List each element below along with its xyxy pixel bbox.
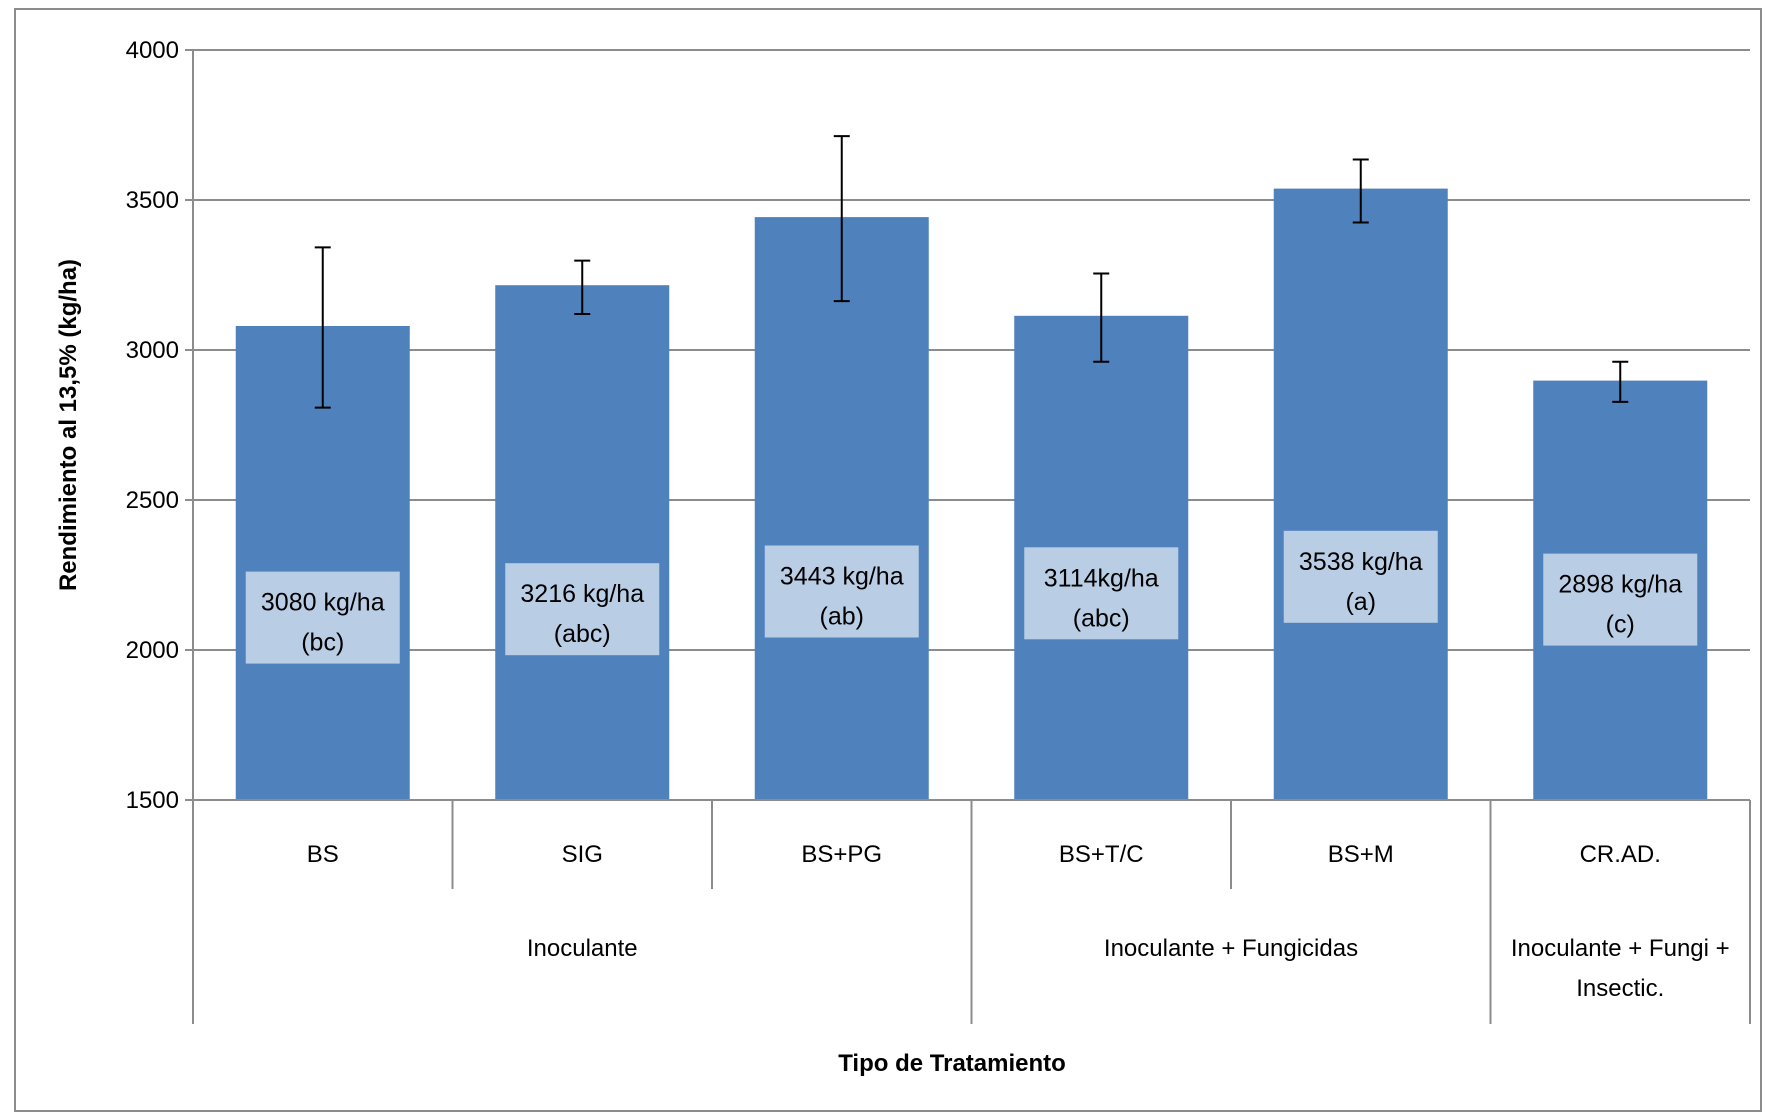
data-label-box bbox=[245, 571, 400, 664]
y-tick-labels: 1500 2000 2500 3000 3500 4000 bbox=[126, 37, 179, 814]
y-tick-label: 3000 bbox=[126, 337, 179, 364]
data-label-box bbox=[505, 563, 660, 656]
data-label-letter: (bc) bbox=[301, 629, 344, 657]
data-label-value: 3443 kg/ha bbox=[780, 563, 904, 591]
x-tick-label: SIG bbox=[562, 841, 603, 868]
x-tick-labels: BS SIG BS+PG BS+T/C BS+M CR.AD. Inoculante Inoc… bbox=[307, 841, 1730, 1002]
data-label-value: 3114kg/ha bbox=[1044, 564, 1159, 592]
data-label-letter: (ab) bbox=[820, 603, 864, 631]
y-tick-label: 3500 bbox=[126, 187, 179, 214]
data-label-value: 3080 kg/ha bbox=[261, 589, 385, 617]
data-label-value: 3538 kg/ha bbox=[1299, 548, 1423, 576]
data-label-value: 2898 kg/ha bbox=[1558, 571, 1682, 599]
x-tick-label: BS+T/C bbox=[1059, 841, 1144, 868]
data-label-box bbox=[1283, 530, 1438, 623]
x-tick-label: CR.AD. bbox=[1580, 841, 1661, 868]
x-tick-label: BS+M bbox=[1328, 841, 1394, 868]
axes bbox=[185, 49, 1751, 1024]
data-labels: 3080 kg/ha (bc) 3216 kg/ha (abc) 3443 kg/ha (… bbox=[245, 530, 1698, 664]
y-tick-label: 4000 bbox=[126, 37, 179, 64]
x-tick-label: BS+PG bbox=[801, 841, 882, 868]
data-label-letter: (abc) bbox=[554, 620, 611, 648]
data-label-letter: (c) bbox=[1606, 611, 1635, 639]
data-label-letter: (abc) bbox=[1073, 604, 1130, 632]
group-label: Inoculante bbox=[527, 935, 638, 962]
x-axis-title: Tipo de Tratamiento bbox=[838, 1050, 1066, 1077]
error-bars bbox=[314, 135, 1629, 409]
group-label: Inoculante + Fungicidas bbox=[1104, 935, 1358, 962]
data-label-box bbox=[1024, 547, 1179, 640]
gridlines bbox=[193, 49, 1750, 651]
x-tick-label: BS bbox=[307, 841, 339, 868]
data-label-box bbox=[1543, 553, 1698, 646]
data-label-box bbox=[764, 545, 919, 638]
data-label-letter: (a) bbox=[1345, 588, 1376, 616]
group-label: Inoculante + Fungi + bbox=[1511, 935, 1730, 962]
bars bbox=[235, 188, 1708, 801]
data-label-value: 3216 kg/ha bbox=[520, 580, 644, 608]
bar bbox=[1273, 188, 1448, 801]
y-axis-title: Rendimiento al 13,5% (kg/ha) bbox=[55, 259, 82, 591]
bar bbox=[754, 217, 929, 801]
y-tick-label: 2500 bbox=[126, 487, 179, 514]
y-tick-label: 1500 bbox=[126, 787, 179, 814]
group-label: Insectic. bbox=[1576, 975, 1664, 1002]
y-tick-label: 2000 bbox=[126, 637, 179, 664]
bar bbox=[495, 285, 670, 800]
